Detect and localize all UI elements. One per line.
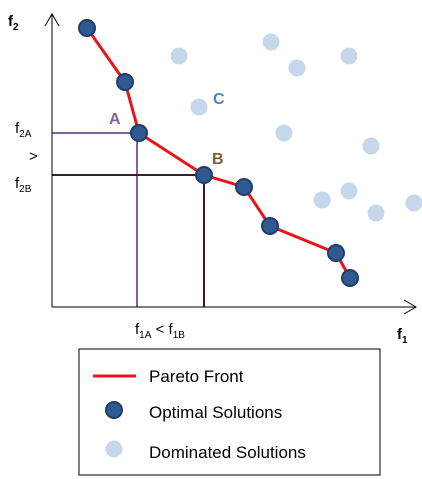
- guide-line-a: [52, 132, 138, 307]
- x-axis-label: f1: [397, 326, 408, 346]
- point-label-c: C: [213, 91, 225, 108]
- legend-dominated-solutions: Dominated Solutions: [149, 443, 306, 462]
- optimal-point-b: [195, 166, 213, 184]
- dominated-point: [340, 182, 358, 200]
- legend-dominated-swatch: [105, 440, 123, 458]
- y-axis-label: f2: [8, 13, 19, 33]
- guide-line-b: [52, 174, 205, 307]
- dominated-point: [275, 124, 293, 142]
- dominated-point: [170, 47, 188, 65]
- legend-pareto-front: Pareto Front: [149, 367, 244, 386]
- dominated-point: [367, 204, 385, 222]
- dominated-point: [262, 33, 280, 51]
- optimal-point: [327, 244, 345, 262]
- tick-f2b: f2B: [15, 175, 32, 195]
- optimal-point: [261, 217, 279, 235]
- dominated-point: [190, 98, 208, 116]
- tick-greater-than: >: [29, 148, 38, 165]
- dominated-point: [340, 47, 358, 65]
- optimal-point: [235, 178, 253, 196]
- axes: [44, 13, 417, 315]
- optimal-point: [116, 73, 134, 91]
- dominated-point: [313, 191, 331, 209]
- optimal-point: [78, 19, 96, 37]
- legend-box: [78, 348, 381, 476]
- optimal-solutions: [78, 19, 359, 287]
- legend: Pareto Front Optimal Solutions Dominated…: [78, 348, 381, 476]
- dominated-point: [362, 137, 380, 155]
- point-label-a: A: [109, 111, 121, 128]
- optimal-point-a: [130, 124, 148, 142]
- legend-optimal-swatch: [105, 401, 123, 419]
- dominated-solutions: [170, 33, 422, 222]
- legend-optimal-solutions: Optimal Solutions: [149, 403, 282, 422]
- tick-f1a-f1b: f1A < f1B: [135, 321, 185, 341]
- y-axis-arrow: [44, 13, 60, 27]
- optimal-point: [341, 269, 359, 287]
- dominated-point: [288, 59, 306, 77]
- x-axis-arrow: [403, 299, 417, 315]
- dominated-point: [405, 194, 422, 212]
- tick-f2a: f2A: [15, 120, 32, 140]
- point-label-b: B: [212, 151, 224, 168]
